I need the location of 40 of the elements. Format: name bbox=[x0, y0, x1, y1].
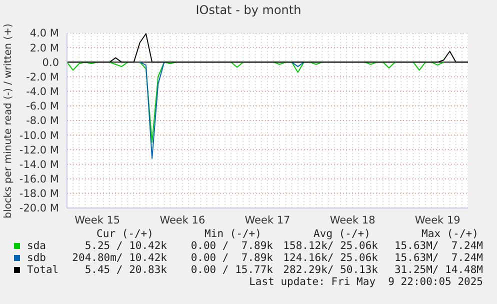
x-tick-label: Week 17 bbox=[244, 214, 290, 226]
x-tick-label: Week 19 bbox=[414, 214, 460, 226]
x-tick-label: Week 18 bbox=[330, 214, 376, 226]
text: 15.63M/ 7.24M bbox=[393, 252, 483, 264]
text: 0.00 / 15.77k bbox=[190, 264, 273, 276]
text: 5.45 / 20.83k bbox=[84, 264, 167, 276]
y-tick-label: -8.0 M bbox=[26, 115, 59, 128]
y-tick-label: -14.0 M bbox=[19, 158, 59, 171]
text: 204.80m/ 10.42k bbox=[71, 252, 167, 264]
y-tick-label: 2.0 M bbox=[30, 42, 59, 54]
y-tick-label: -10.0 M bbox=[19, 130, 59, 142]
text: 31.25M/ 14.48M bbox=[393, 264, 483, 276]
text: 282.29k/ 50.13k bbox=[282, 264, 378, 276]
x-tick-label: Week 15 bbox=[74, 214, 120, 226]
x-tick-label: Week 16 bbox=[160, 214, 206, 226]
text: Last update: Fri May 9 22:00:05 2025 bbox=[248, 276, 483, 288]
y-tick-label: 0.0 bbox=[42, 56, 59, 69]
text: 158.12k/ 25.06k bbox=[282, 240, 378, 252]
text: 124.16k/ 25.06k bbox=[282, 252, 378, 264]
y-tick-label: -6.0 M bbox=[26, 100, 59, 113]
text: 0.00 / 7.89k bbox=[190, 252, 273, 264]
text: Max (-/+) bbox=[420, 228, 480, 240]
text: 0.00 / 7.89k bbox=[190, 240, 273, 252]
y-tick-label: -18.0 M bbox=[19, 188, 59, 200]
legend-label: Total bbox=[27, 264, 59, 276]
y-tick-label: -20.0 M bbox=[19, 202, 59, 215]
chart-title: IOstat - by month bbox=[194, 3, 302, 17]
text: Avg (-/+) bbox=[312, 228, 372, 240]
text: 15.63M/ 7.24M bbox=[393, 240, 483, 252]
legend-label: sda bbox=[27, 240, 46, 252]
legend-label: sdb bbox=[27, 252, 46, 264]
y-tick-label: -16.0 M bbox=[19, 174, 59, 186]
text: 5.25 / 10.42k bbox=[84, 240, 167, 252]
y-tick-label: 4.0 M bbox=[30, 28, 59, 40]
y-tick-label: -4.0 M bbox=[26, 86, 59, 98]
y-tick-label: -2.0 M bbox=[26, 71, 59, 84]
text: Cur (-/+) bbox=[96, 228, 154, 240]
y-axis-title: blocks per minute read (-) / written (+) bbox=[3, 24, 14, 218]
text: Min (-/+) bbox=[204, 228, 262, 240]
y-tick-label: -12.0 M bbox=[19, 144, 59, 156]
